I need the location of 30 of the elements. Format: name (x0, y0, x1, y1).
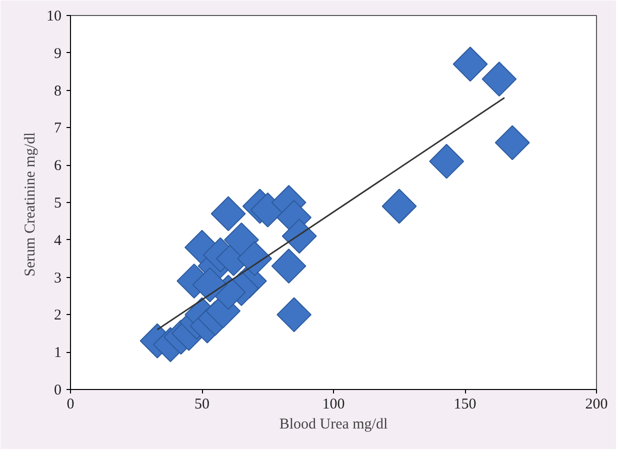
y-tick-label: 10 (46, 8, 62, 24)
point (224, 222, 259, 258)
point (482, 62, 517, 97)
x-tick-label: 100 (322, 396, 345, 412)
point (276, 297, 312, 332)
y-tick-label: 1 (54, 345, 62, 362)
y-tick-label: 8 (54, 83, 62, 100)
x-tick-label: 50 (194, 396, 210, 412)
point (452, 46, 488, 82)
point (210, 196, 246, 232)
y-tick-label: 7 (54, 120, 62, 137)
point (382, 188, 417, 224)
point (429, 144, 464, 179)
x-tick-label: 0 (66, 396, 74, 412)
point (282, 218, 317, 254)
x-tick-label: 200 (585, 396, 608, 412)
x-tick-label: 150 (454, 396, 476, 412)
y-tick-label: 0 (54, 382, 62, 398)
point (494, 125, 530, 160)
point (271, 248, 306, 284)
y-tick-label: 5 (54, 196, 62, 212)
point (237, 241, 272, 276)
y-tick-label: 6 (54, 158, 62, 174)
y-tick-label: 9 (54, 46, 62, 62)
y-tick-label: 2 (54, 308, 62, 324)
point (192, 267, 228, 302)
y-tick-label: 3 (54, 270, 62, 286)
y-axis-title: Serum Creatinine mg/dl (22, 132, 38, 276)
y-tick-label: 4 (54, 232, 62, 249)
x-axis-title: Blood Urea mg/dl (279, 416, 388, 432)
